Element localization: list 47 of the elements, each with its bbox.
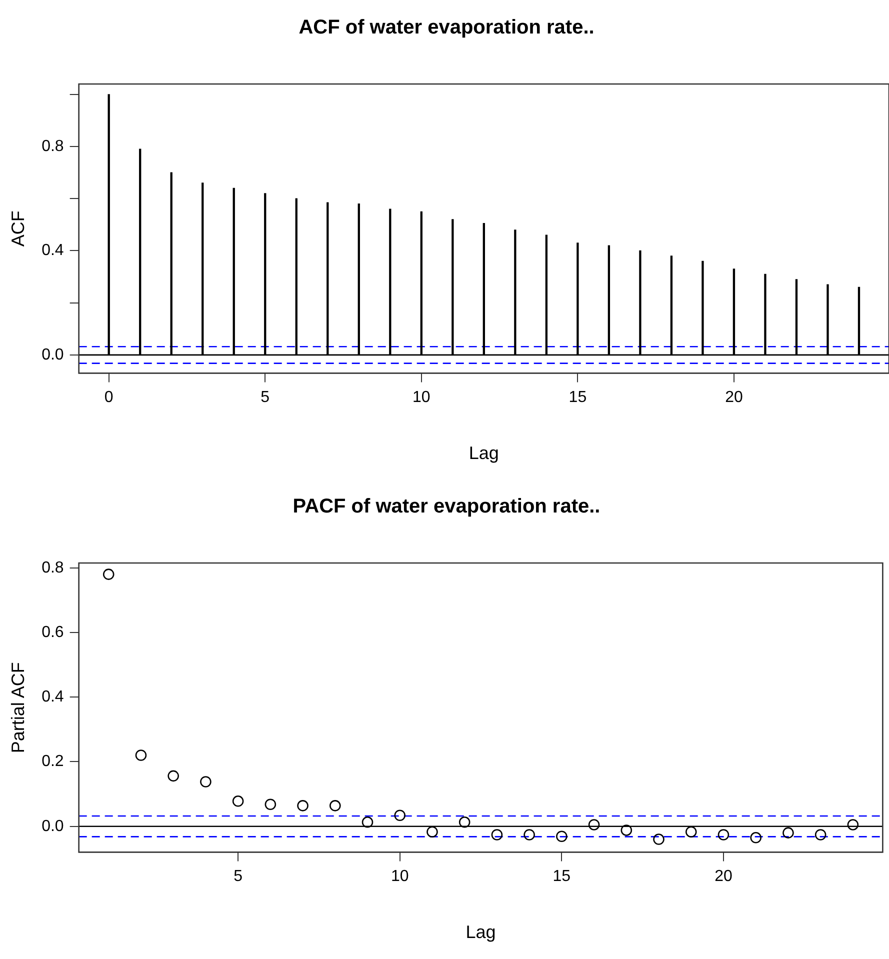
x-tick-label: 5 <box>234 868 243 886</box>
x-tick-label: 20 <box>725 389 743 406</box>
point <box>168 770 179 782</box>
point <box>362 816 374 828</box>
x-axis-title: Lag <box>468 443 499 464</box>
chart-title: ACF of water evaporation rate.. <box>298 16 594 39</box>
x-tick-label: 15 <box>552 868 571 886</box>
x-axis-title: Lag <box>466 922 496 942</box>
point <box>329 800 341 812</box>
x-tick-label: 10 <box>390 868 409 886</box>
point <box>750 832 762 844</box>
y-axis-title: ACF <box>8 210 28 247</box>
y-tick-label: 0.8 <box>42 138 64 155</box>
y-tick-label: 0.4 <box>42 688 64 706</box>
point <box>847 819 859 830</box>
point <box>135 750 147 761</box>
point <box>782 827 794 838</box>
point <box>200 776 212 788</box>
x-tick-label: 10 <box>412 389 430 406</box>
y-tick-label: 0.2 <box>42 753 64 770</box>
point <box>458 816 470 828</box>
point <box>426 826 438 838</box>
point <box>814 829 826 840</box>
x-tick-label: 20 <box>714 868 732 886</box>
x-tick-label: 0 <box>104 389 114 406</box>
y-tick-label: 0.8 <box>42 559 64 576</box>
point <box>394 810 406 822</box>
point <box>653 834 664 845</box>
y-tick-label: 0.4 <box>42 242 64 260</box>
chart-title: PACF of water evaporation rate.. <box>292 496 600 518</box>
point <box>620 824 632 836</box>
y-axis-title: Partial ACF <box>8 662 28 754</box>
point <box>556 830 568 842</box>
x-tick-label: 5 <box>260 389 270 406</box>
x-tick-label: 15 <box>568 389 587 406</box>
y-tick-label: 0.6 <box>42 624 64 641</box>
point <box>297 800 308 812</box>
y-tick-label: 0.0 <box>42 818 64 835</box>
point <box>718 829 730 840</box>
point <box>588 819 600 830</box>
point <box>685 826 697 838</box>
y-tick-label: 0.0 <box>42 346 64 364</box>
point <box>524 829 535 840</box>
point <box>232 795 244 807</box>
point <box>264 798 276 810</box>
point <box>102 568 114 580</box>
point <box>491 829 503 840</box>
